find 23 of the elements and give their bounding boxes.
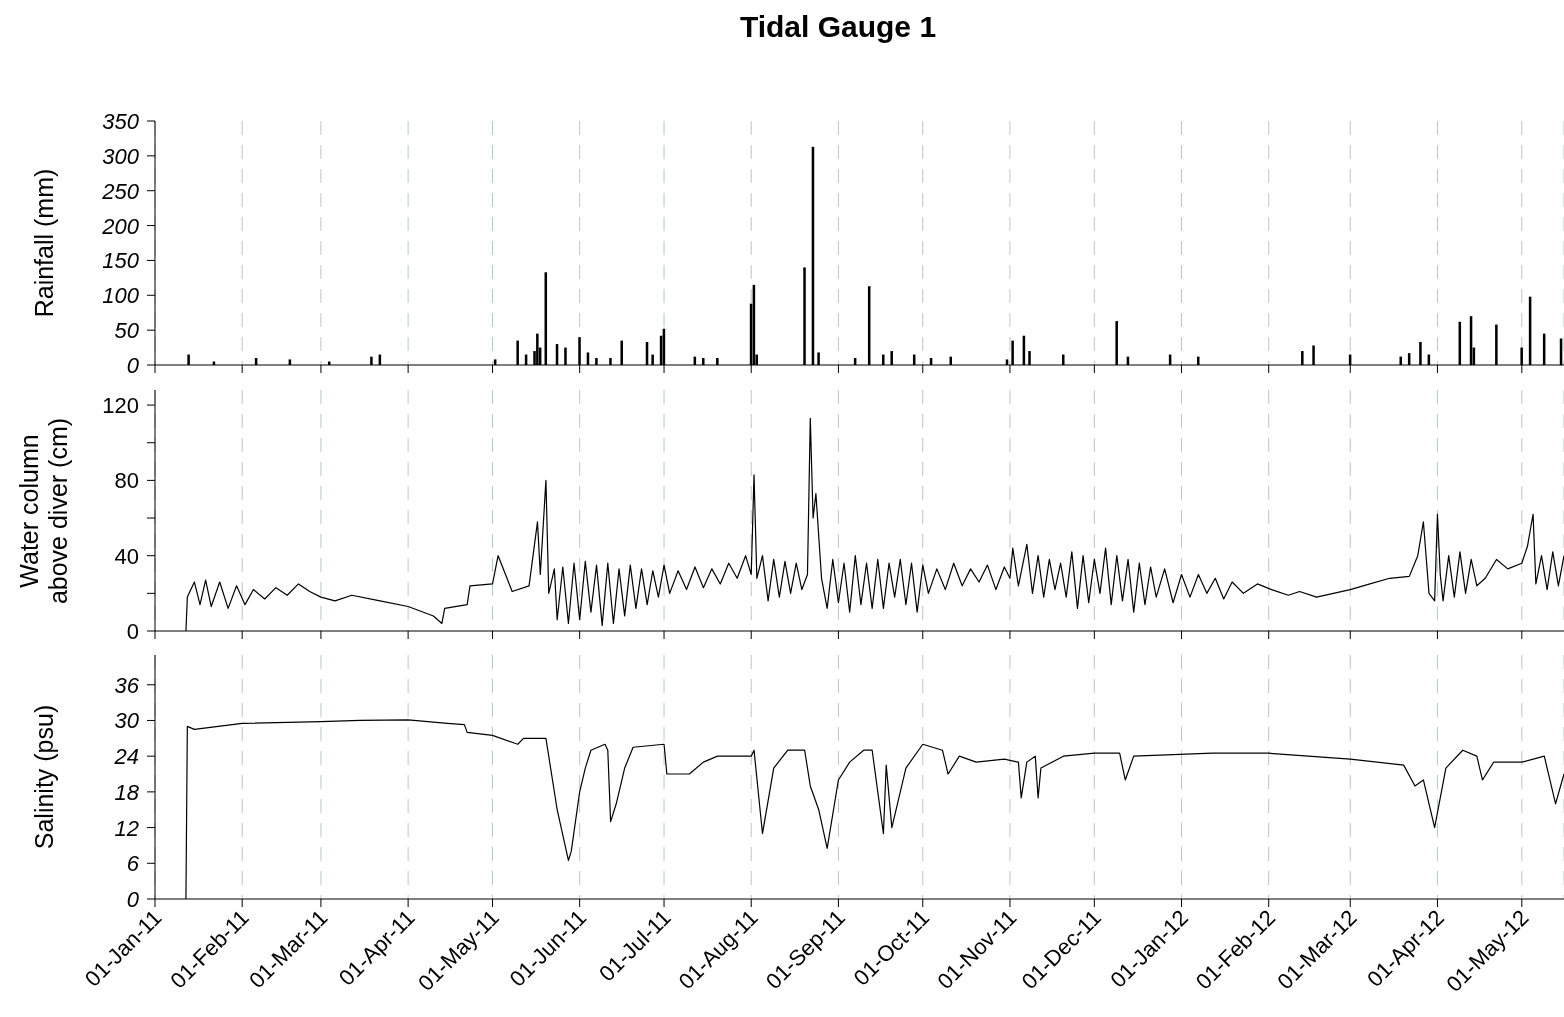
y-tick-label: 36 <box>114 672 140 698</box>
y-tick-label: 12 <box>114 815 139 841</box>
y-axis-title: Water column above diver (cm) <box>14 416 73 606</box>
y-tick-label: 18 <box>114 779 140 805</box>
y-tick-label: 120 <box>102 393 139 419</box>
y-tick-label: 0 <box>126 353 140 378</box>
y-tick-label: 100 <box>102 283 140 309</box>
y-tick-label: 30 <box>114 708 140 734</box>
y-tick-label: 24 <box>113 744 139 770</box>
y-tick-label: 200 <box>101 213 140 239</box>
y-tick-label: 150 <box>102 248 140 274</box>
y-tick-label: 250 <box>101 178 140 204</box>
y-tick-label: 300 <box>102 143 140 169</box>
y-tick-label: 50 <box>114 318 140 344</box>
y-tick-label: 0 <box>126 619 139 644</box>
y-tick-label: 350 <box>102 109 140 134</box>
y-tick-label: 0 <box>126 887 140 912</box>
y-tick-label: 80 <box>114 468 139 494</box>
y-tick-label: 40 <box>114 543 139 569</box>
y-axis-title: Salinity (psu) <box>28 703 59 852</box>
y-tick-label: 6 <box>126 851 140 877</box>
chart-title: Tidal Gauge 1 <box>738 10 938 44</box>
y-axis-title: Rainfall (mm) <box>28 167 59 320</box>
